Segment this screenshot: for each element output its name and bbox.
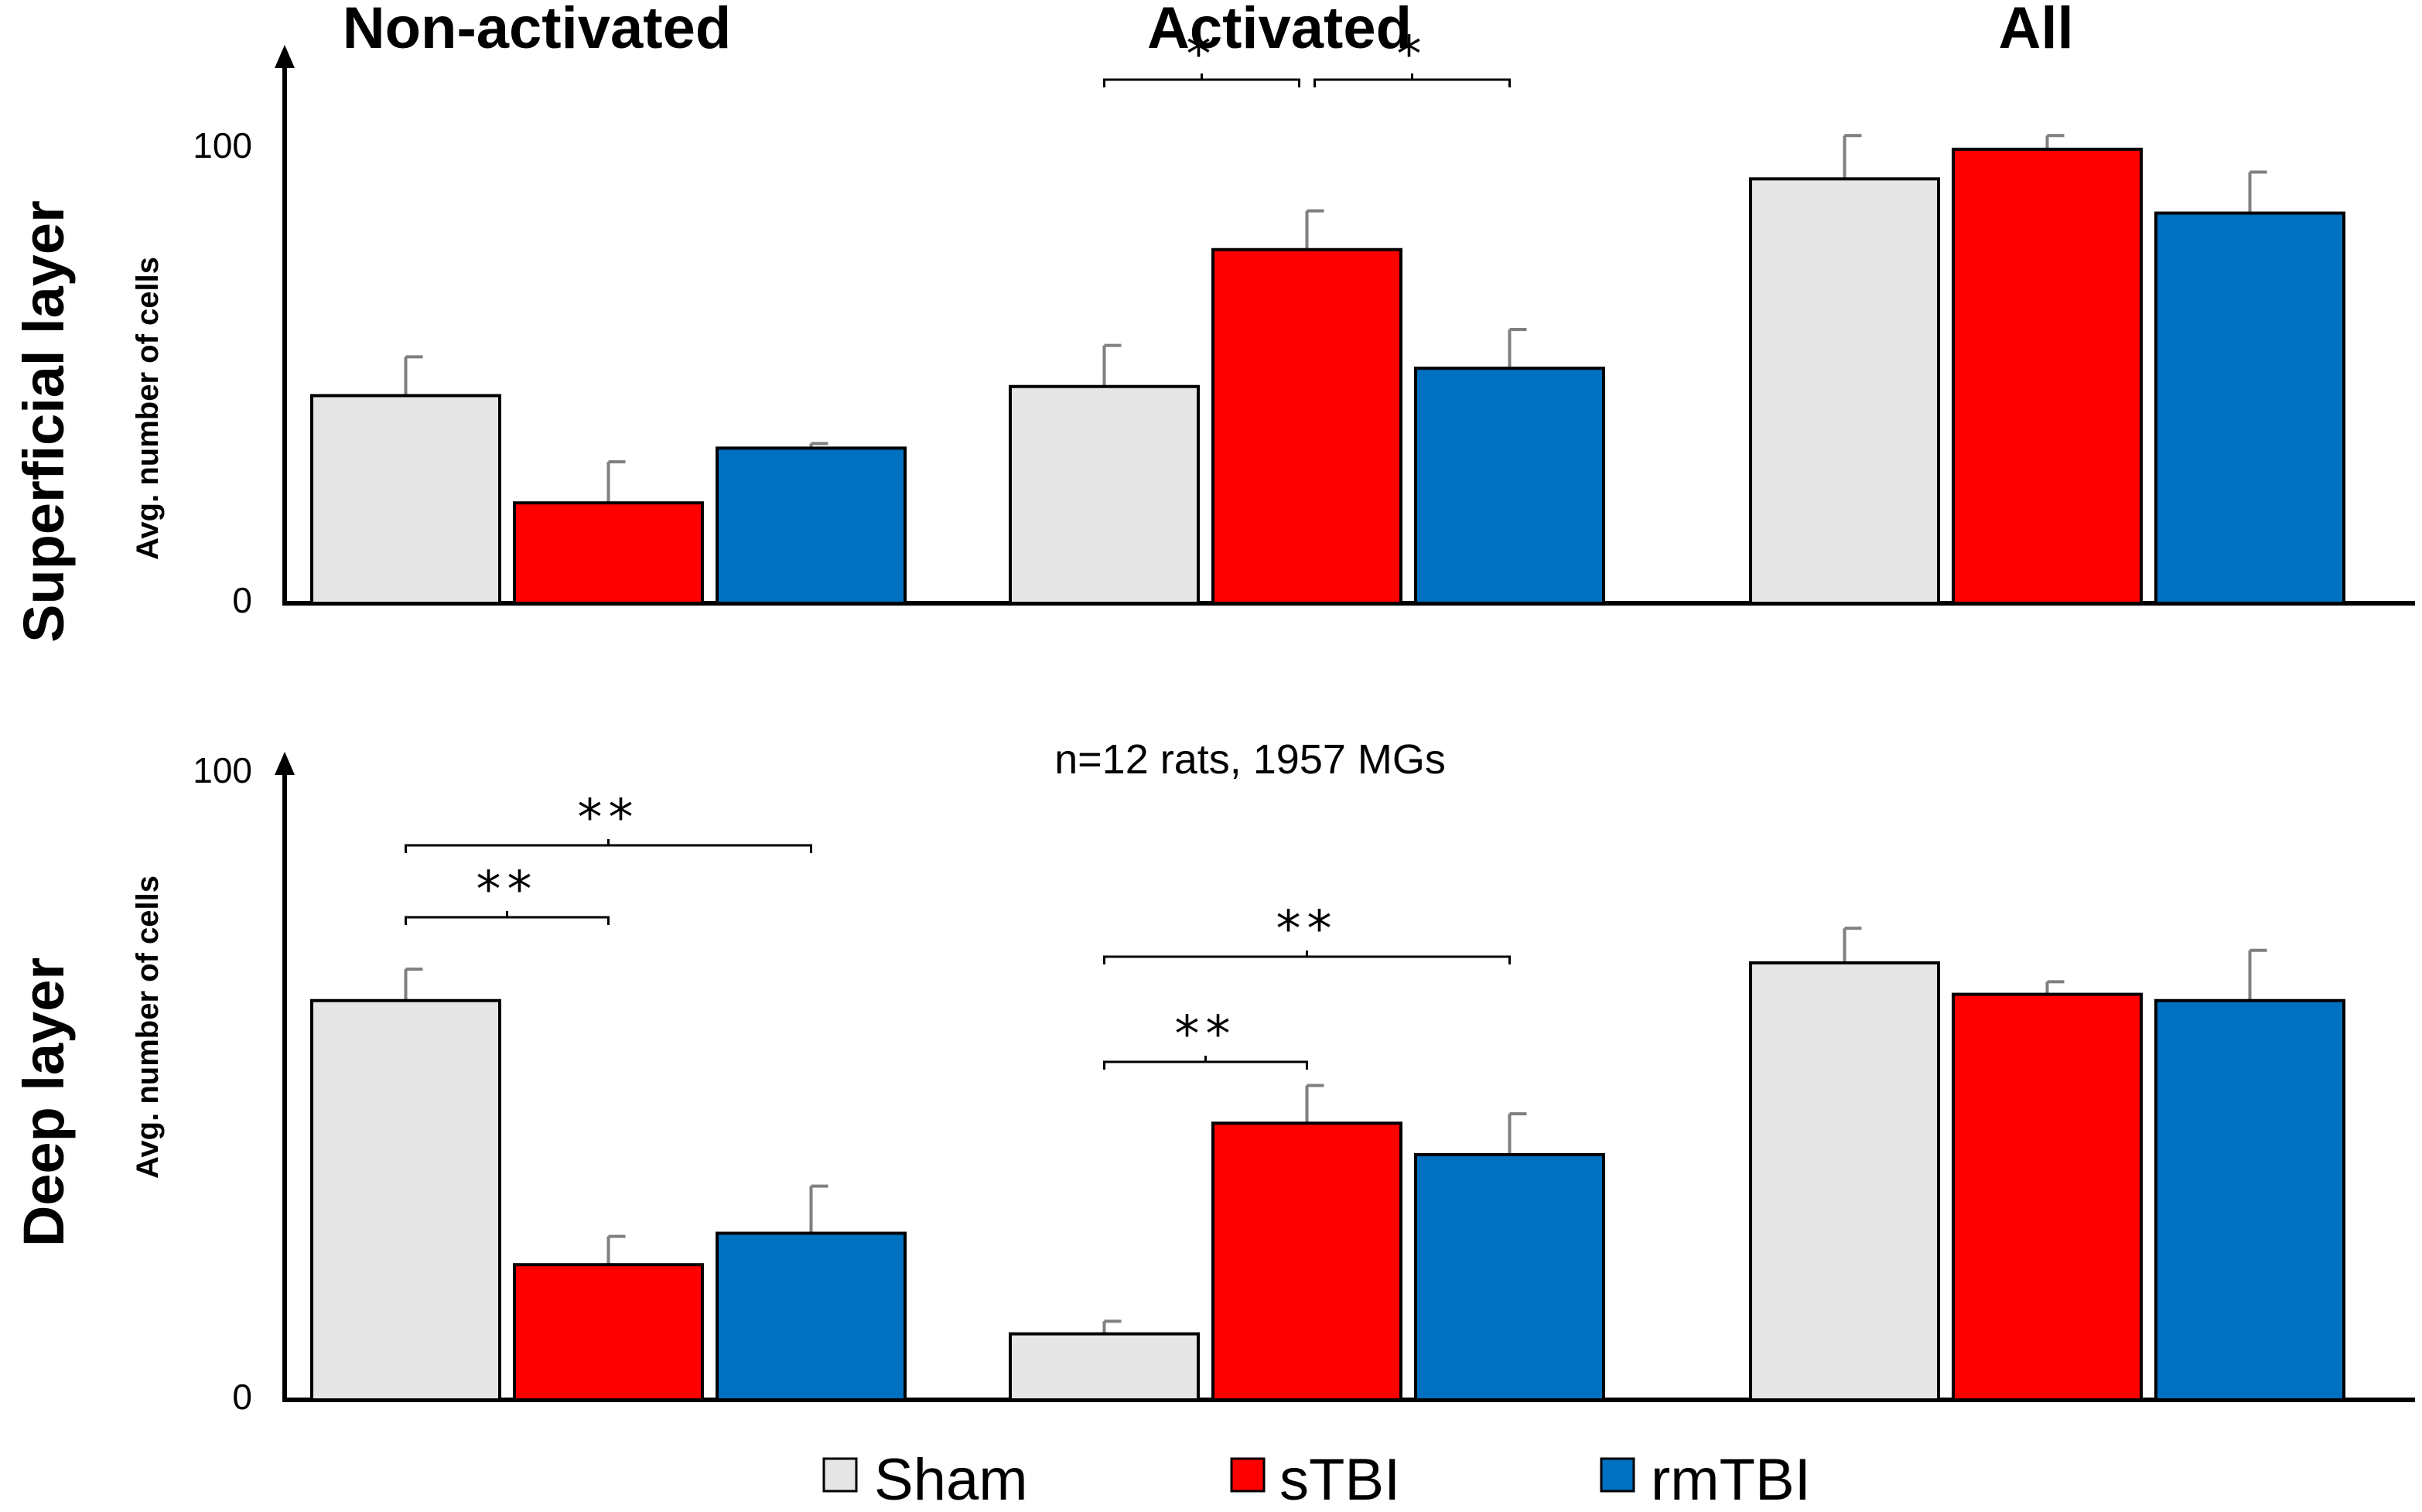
bar-deep-all-sham (1749, 961, 1940, 1401)
category-title-non-activated: Non-activated (343, 0, 732, 61)
bar-deep-activated-sham (1009, 1332, 1200, 1402)
y-axis-label-deep: Avg. number of cells (131, 875, 165, 1179)
chart-marks: * ********* (310, 26, 2345, 1402)
legend-swatch-stbi (1230, 1457, 1266, 1493)
legend-label-sham: Sham (874, 1447, 1028, 1512)
bar-deep-non-activated-sham (310, 998, 501, 1401)
panel-title-deep: Deep layer (12, 957, 76, 1247)
bar-deep-non-activated-rmtbi (716, 1231, 907, 1402)
bar-superficial-non-activated-stbi (513, 501, 704, 606)
panel-title-superficial: Superficial layer (12, 200, 76, 643)
y-tick-label-top-100: 100 (193, 125, 252, 166)
bar-superficial-activated-rmtbi (1414, 367, 1605, 605)
bar-superficial-non-activated-rmtbi (716, 446, 907, 606)
bar-deep-activated-rmtbi (1414, 1152, 1605, 1402)
bar-superficial-all-sham (1749, 177, 1940, 606)
bar-deep-all-rmtbi (2154, 998, 2345, 1401)
bar-superficial-all-stbi (1952, 147, 2143, 605)
legend-swatch-sham (822, 1457, 858, 1493)
y-axis-arrow-bottom (275, 752, 295, 775)
bar-deep-activated-stbi (1211, 1121, 1402, 1402)
significance-deep-activated-3-label: ** (1276, 901, 1338, 958)
y-axis-arrow-top (275, 45, 295, 68)
category-title-activated: Activated (1147, 0, 1412, 61)
bar-superficial-activated-stbi (1211, 247, 1402, 605)
significance-deep-activated-2-label: ** (1175, 1006, 1237, 1063)
bar-deep-all-stbi (1952, 992, 2143, 1401)
bar-superficial-non-activated-sham (310, 394, 501, 605)
significance-deep-non-activated-1-label: ** (578, 790, 640, 847)
legend-label-rmtbi: rmTBI (1651, 1447, 1811, 1512)
legend-swatch-rmtbi (1600, 1457, 1635, 1493)
legend: Sham sTBI rmTBI (822, 1447, 1811, 1512)
y-tick-label-bottom-0: 0 (232, 1377, 252, 1417)
legend-label-stbi: sTBI (1279, 1447, 1400, 1512)
bar-deep-non-activated-stbi (513, 1263, 704, 1401)
significance-deep-non-activated-0-label: ** (477, 862, 538, 919)
sample-size-annotation: n=12 rats, 1957 MGs (1054, 736, 1446, 783)
bar-superficial-activated-sham (1009, 384, 1200, 605)
category-title-all: All (1998, 0, 2073, 61)
significance-superficial-activated-0-label: * (1187, 26, 1218, 84)
y-tick-label-top-0: 0 (232, 580, 252, 620)
y-axis-label-superficial: Avg. number of cells (131, 257, 165, 560)
significance-superficial-activated-1-label: * (1397, 26, 1428, 84)
bar-superficial-all-rmtbi (2154, 211, 2345, 605)
y-tick-label-bottom-100: 100 (193, 750, 252, 790)
